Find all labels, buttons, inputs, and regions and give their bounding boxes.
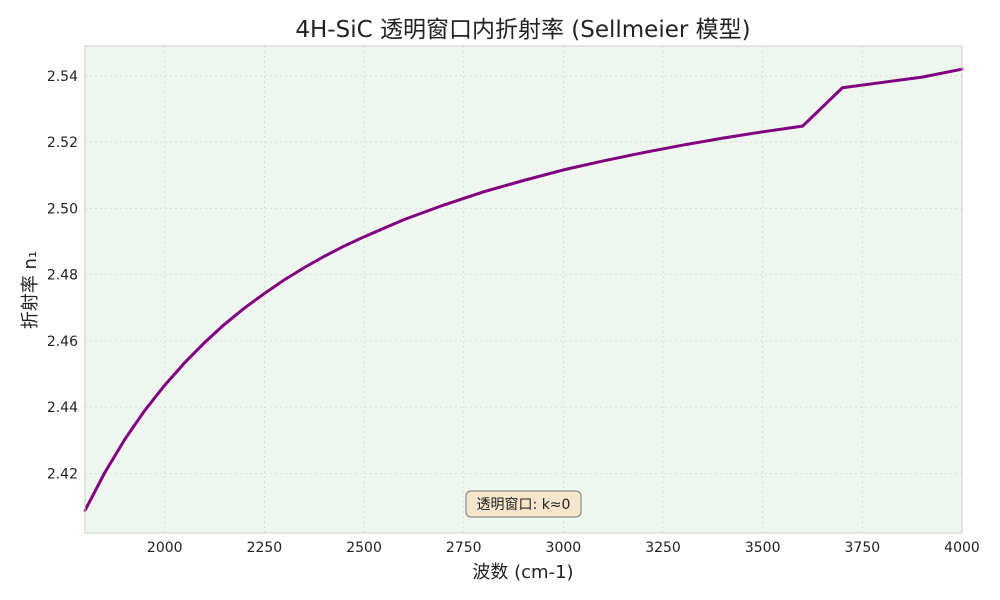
x-axis-title: 波数 (cm-1): [472, 562, 573, 583]
y-axis-title: 折射率 n₁: [20, 251, 41, 329]
x-tick-label: 2500: [346, 540, 382, 556]
annotation-text: 透明窗口: k≈0: [477, 496, 571, 513]
x-tick-label: 2750: [446, 540, 482, 556]
x-tick-label: 3750: [845, 540, 881, 556]
x-axis-ticks: 2000 2250 2500 2750 3000 3250 3500 3750 4000: [147, 540, 980, 556]
x-tick-label: 3000: [546, 540, 582, 556]
y-tick-label: 2.48: [47, 268, 78, 284]
annotation-background: [465, 490, 582, 518]
plot-area: [85, 46, 962, 533]
x-tick-label: 2000: [147, 540, 183, 556]
x-tick-label: 4000: [944, 540, 980, 556]
chart-title: 4H-SiC 透明窗口内折射率 (Sellmeier 模型): [295, 17, 750, 43]
y-tick-label: 2.54: [47, 69, 78, 85]
annotation-box: 透明窗口: k≈0: [465, 490, 582, 518]
y-tick-label: 2.42: [47, 466, 78, 482]
plot-frame: [84, 45, 963, 534]
x-tick-label: 3500: [745, 540, 781, 556]
x-tick-label: 2250: [247, 540, 283, 556]
y-tick-label: 2.44: [47, 400, 78, 416]
y-tick-label: 2.46: [47, 334, 78, 350]
series-layer: [83, 67, 964, 512]
y-tick-label: 2.52: [47, 135, 78, 151]
series-line: [83, 67, 964, 512]
y-axis-ticks: 2.42 2.44 2.46 2.48 2.50 2.52 2.54: [47, 69, 78, 483]
x-tick-label: 3250: [645, 540, 681, 556]
y-tick-label: 2.50: [47, 201, 78, 217]
